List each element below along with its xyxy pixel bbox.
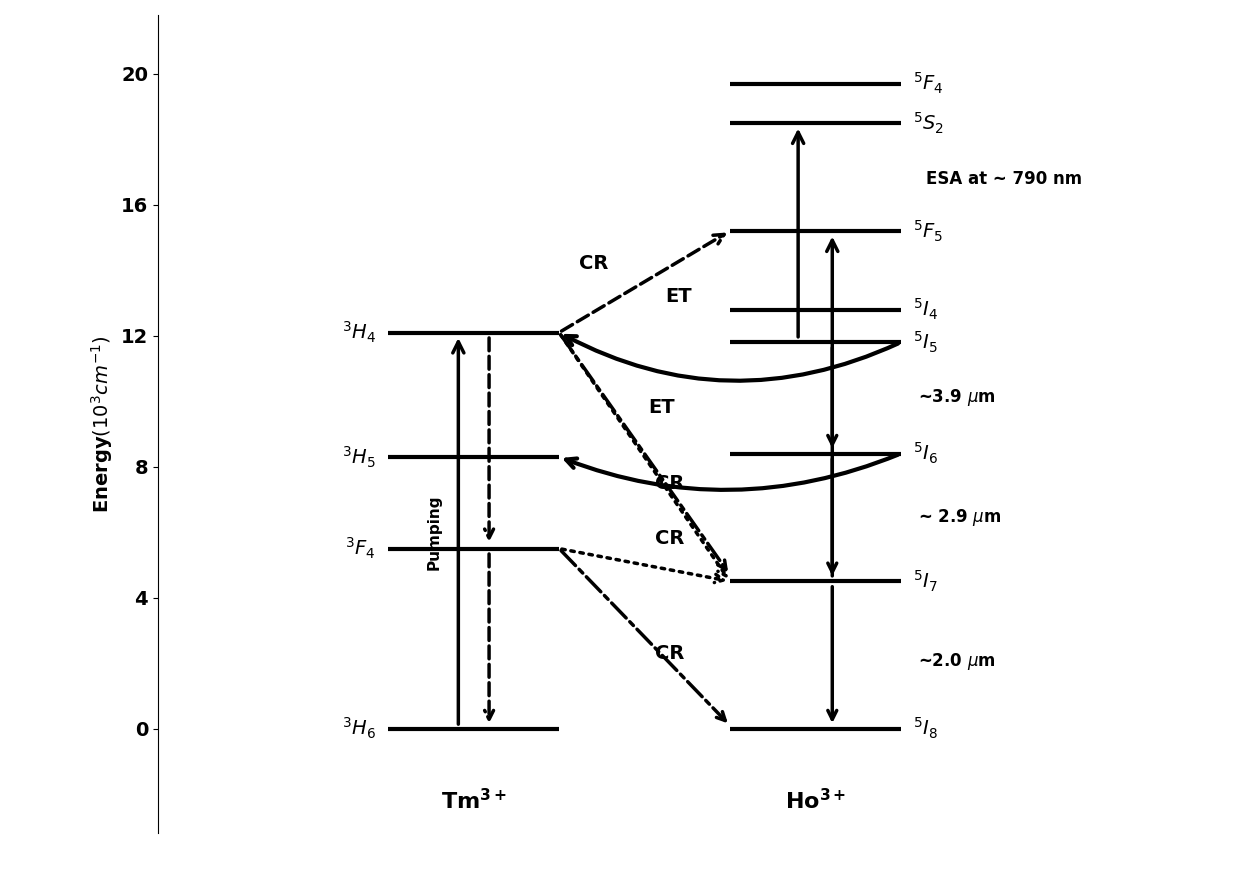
Text: $^3H_5$: $^3H_5$	[342, 445, 376, 470]
Text: CR: CR	[656, 530, 684, 548]
FancyArrowPatch shape	[562, 549, 723, 582]
FancyArrowPatch shape	[453, 342, 464, 724]
Y-axis label: Energy$(10^3cm^{-1})$: Energy$(10^3cm^{-1})$	[89, 335, 115, 513]
FancyArrowPatch shape	[792, 132, 804, 337]
Text: Pumping: Pumping	[427, 495, 441, 570]
Text: ~2.0 $\mu$m: ~2.0 $\mu$m	[918, 651, 996, 672]
Text: ET: ET	[666, 287, 692, 306]
Text: $^5I_6$: $^5I_6$	[914, 441, 939, 466]
Text: CR: CR	[656, 473, 684, 493]
Text: $^5S_2$: $^5S_2$	[914, 111, 945, 136]
Text: $\mathbf{Ho^{3+}}$: $\mathbf{Ho^{3+}}$	[785, 788, 846, 814]
Text: $\mathbf{Tm^{3+}}$: $\mathbf{Tm^{3+}}$	[440, 788, 507, 814]
FancyArrowPatch shape	[560, 335, 725, 570]
Text: $^5I_4$: $^5I_4$	[914, 297, 939, 322]
Text: $^3H_4$: $^3H_4$	[341, 320, 376, 345]
Text: $^5I_5$: $^5I_5$	[914, 330, 939, 355]
Text: CR: CR	[579, 255, 608, 273]
Text: $^5F_5$: $^5F_5$	[914, 219, 944, 244]
FancyArrowPatch shape	[560, 551, 725, 721]
FancyArrowPatch shape	[565, 455, 898, 490]
Text: $^5I_8$: $^5I_8$	[914, 716, 939, 741]
FancyArrowPatch shape	[562, 235, 724, 331]
Text: $^3H_6$: $^3H_6$	[342, 716, 376, 741]
FancyArrowPatch shape	[828, 459, 837, 572]
FancyArrowPatch shape	[828, 347, 837, 445]
Text: $^5I_7$: $^5I_7$	[914, 569, 939, 594]
Text: ET: ET	[649, 398, 675, 417]
FancyArrowPatch shape	[827, 240, 838, 576]
Text: CR: CR	[656, 644, 684, 663]
FancyArrowPatch shape	[485, 338, 494, 538]
FancyArrowPatch shape	[565, 336, 898, 380]
Text: $^5F_4$: $^5F_4$	[914, 71, 944, 96]
Text: $^3F_4$: $^3F_4$	[345, 536, 376, 561]
Text: ~3.9 $\mu$m: ~3.9 $\mu$m	[918, 388, 996, 408]
Text: ~ 2.9 $\mu$m: ~ 2.9 $\mu$m	[918, 507, 1001, 528]
FancyArrowPatch shape	[560, 335, 727, 576]
FancyArrowPatch shape	[828, 587, 837, 720]
Text: ESA at ~ 790 nm: ESA at ~ 790 nm	[926, 170, 1083, 188]
FancyArrowPatch shape	[485, 554, 494, 720]
